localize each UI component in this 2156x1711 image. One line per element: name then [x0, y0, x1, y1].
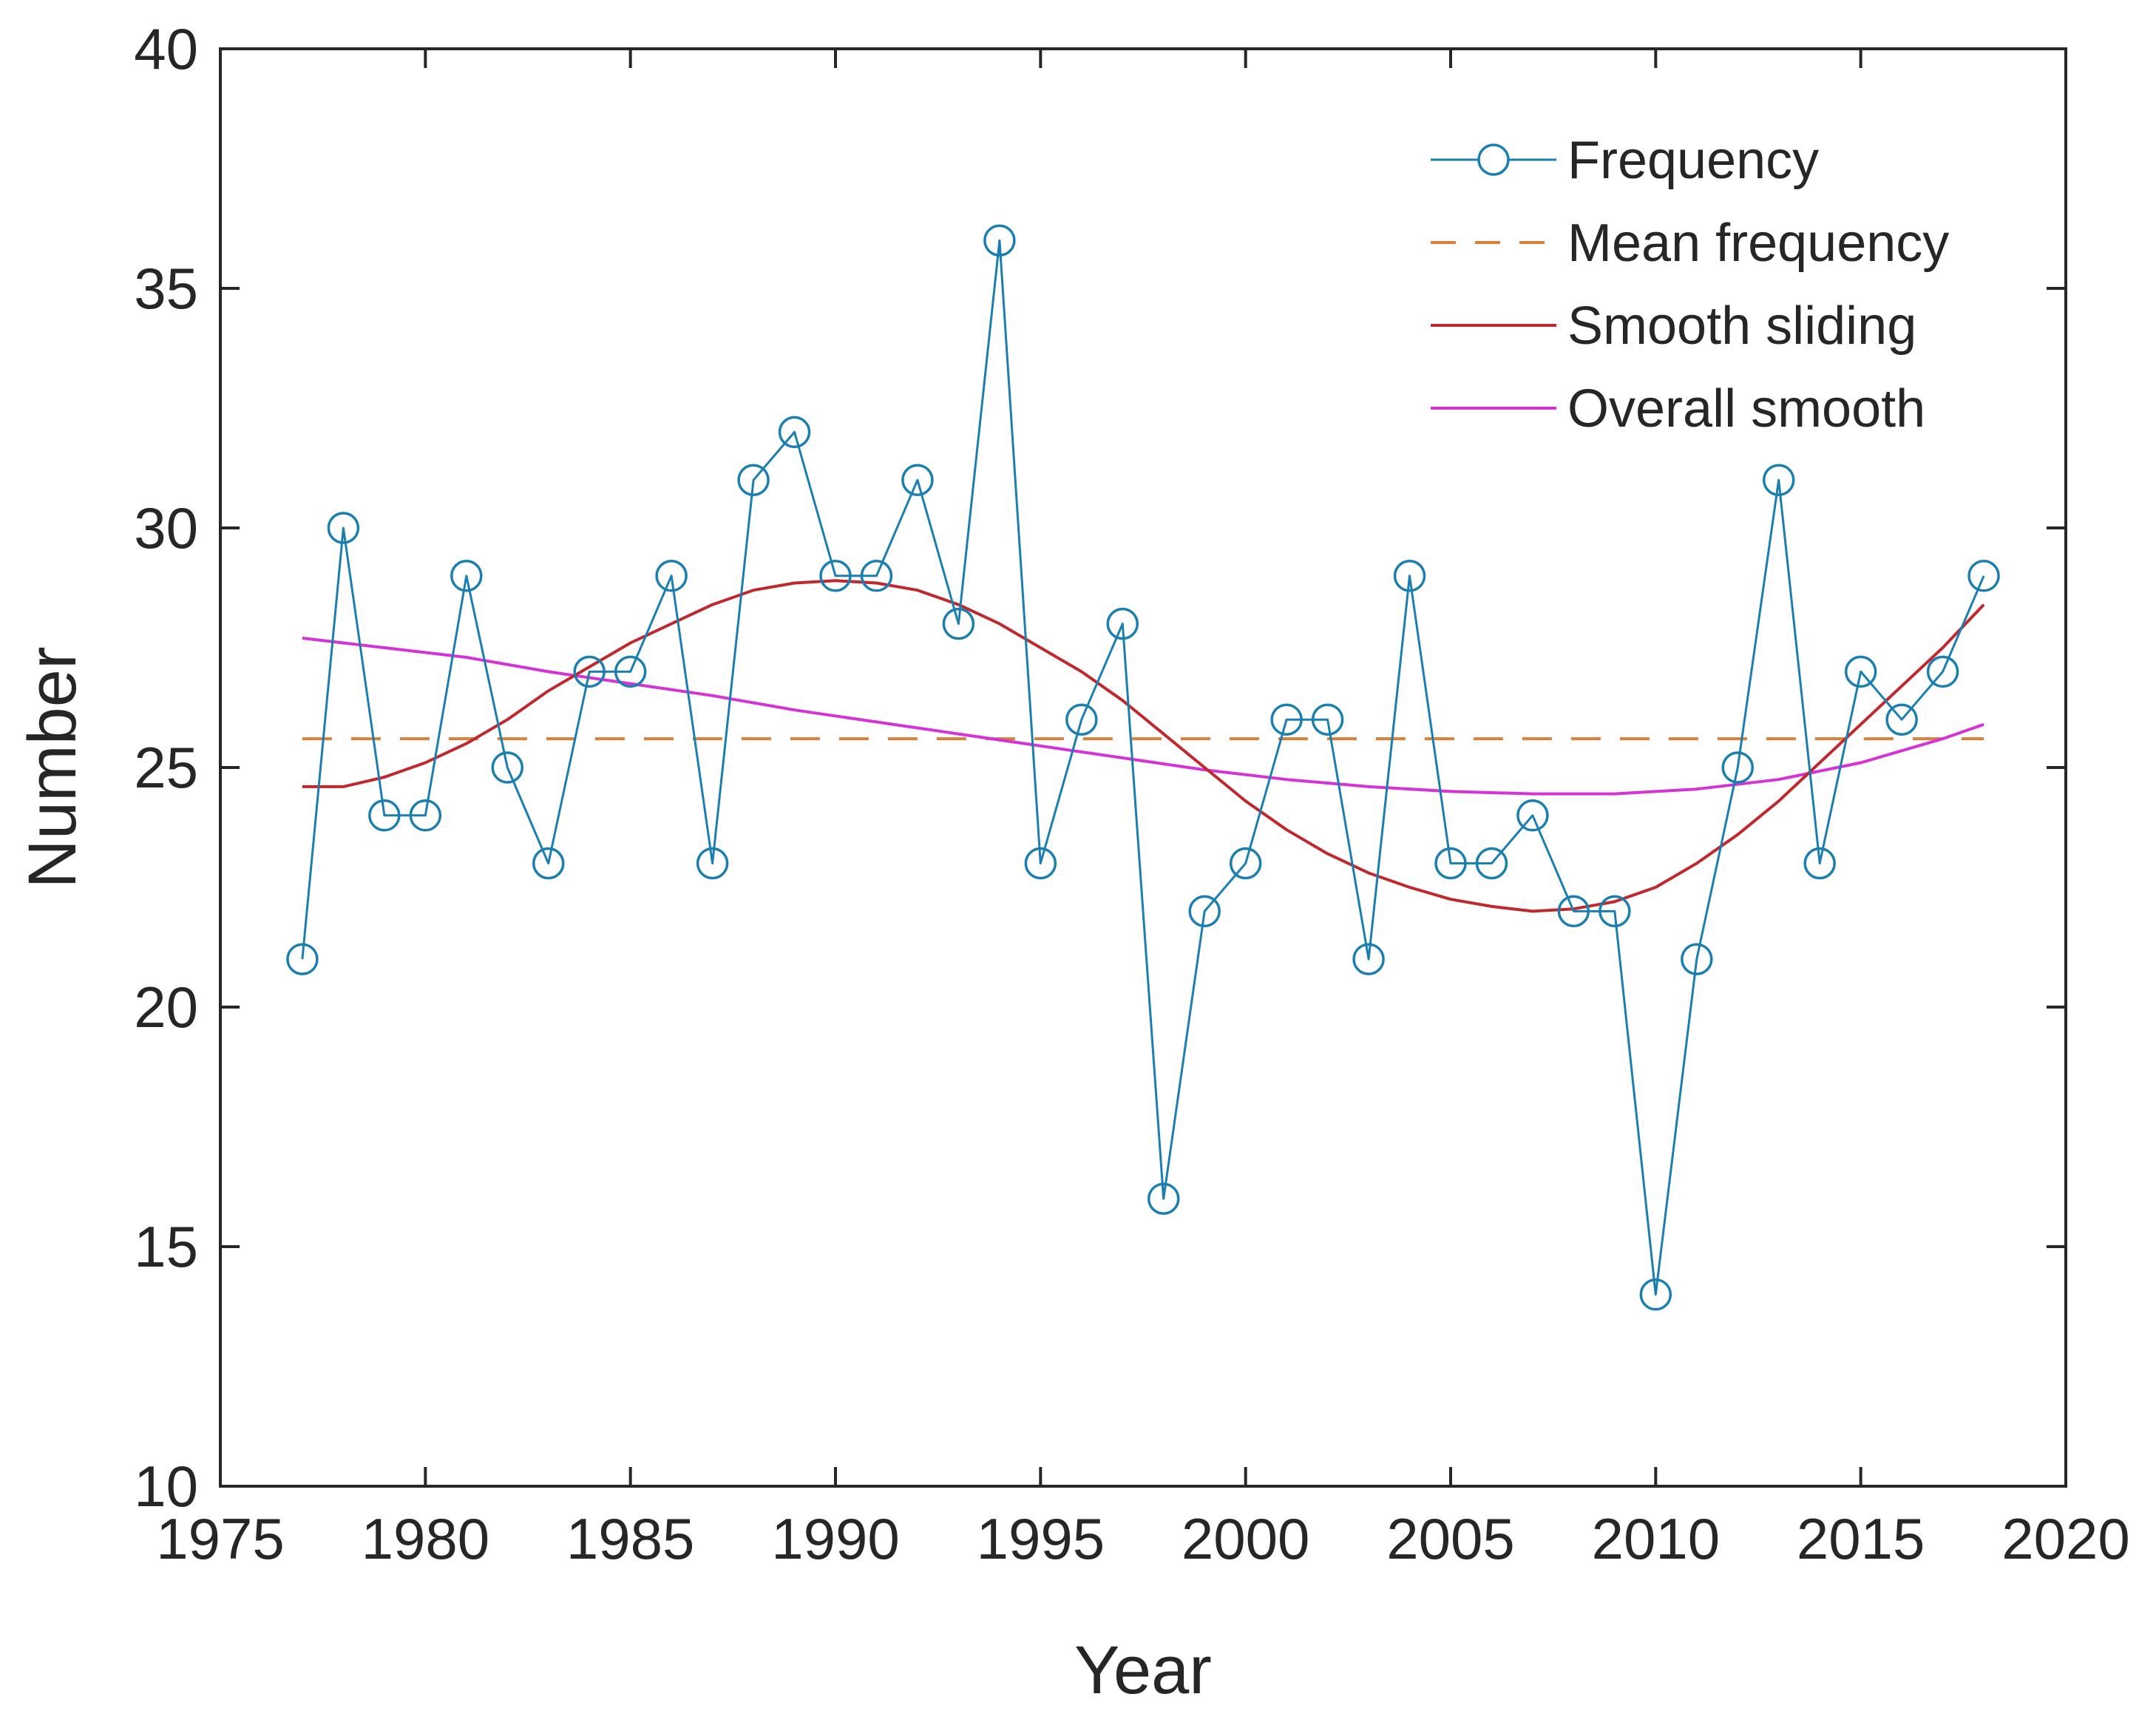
frequency-point — [1639, 1278, 1672, 1311]
y-tick-label: 30 — [134, 495, 198, 560]
frequency-point — [368, 799, 401, 832]
frequency-point — [1024, 847, 1057, 880]
x-tick-label: 1980 — [362, 1506, 490, 1571]
x-tick-label: 2015 — [1797, 1506, 1925, 1571]
frequency-point — [532, 847, 565, 880]
frequency-point — [1762, 464, 1795, 496]
frequency-point — [491, 751, 524, 784]
frequency-point — [860, 560, 893, 592]
x-tick-label: 2010 — [1592, 1506, 1721, 1571]
smooth-sliding-line — [302, 579, 1985, 913]
frequency-point — [1803, 847, 1836, 880]
frequency-point — [327, 512, 360, 544]
frequency-point — [1311, 703, 1344, 736]
y-tick-label: 15 — [134, 1214, 198, 1279]
x-tick-label: 2020 — [2001, 1506, 2130, 1571]
x-axis-title: Year — [1074, 1633, 1212, 1708]
legend: Frequency Mean frequency Smooth sliding Ove… — [1431, 131, 1949, 438]
frequency-point — [1229, 847, 1262, 880]
frequency-point — [1681, 943, 1713, 975]
frequency-point — [1188, 895, 1221, 928]
frequency-point — [1393, 560, 1426, 592]
legend-label-frequency: Frequency — [1567, 131, 1819, 190]
y-tick-label: 40 — [134, 16, 198, 81]
frequency-point — [1885, 703, 1918, 736]
frequency-point — [1147, 1182, 1180, 1215]
overall-smooth-line — [302, 637, 1984, 796]
y-tick-label: 35 — [134, 256, 198, 321]
frequency-point — [1106, 607, 1139, 640]
frequency-point — [286, 943, 319, 975]
frequency-point — [655, 560, 688, 592]
frequency-point — [614, 655, 647, 688]
frequency-point — [1434, 847, 1467, 880]
frequency-point — [819, 560, 852, 592]
legend-label-smooth-sliding: Smooth sliding — [1567, 297, 1916, 356]
frequency-point — [1926, 655, 1959, 688]
frequency-point — [409, 799, 442, 832]
y-tick-label: 25 — [134, 735, 198, 800]
frequency-point — [696, 847, 729, 880]
frequency-point — [1599, 895, 1631, 928]
frequency-point — [737, 464, 770, 496]
x-tick-label: 1990 — [771, 1506, 900, 1571]
frequency-point — [1557, 895, 1590, 928]
legend-label-mean-frequency: Mean frequency — [1567, 214, 1949, 273]
x-tick-label: 2005 — [1386, 1506, 1515, 1571]
frequency-point — [1065, 703, 1098, 736]
series-layer — [286, 224, 2000, 1311]
y-axis-title: Number — [15, 646, 90, 888]
legend-marker-frequency — [1477, 143, 1510, 176]
x-tick-label: 1975 — [156, 1506, 285, 1571]
frequency-point — [1721, 751, 1755, 784]
frequency-point — [1270, 703, 1303, 736]
legend-label-overall-smooth: Overall smooth — [1567, 379, 1925, 438]
frequency-point — [1352, 943, 1385, 975]
frequency-point — [983, 224, 1016, 257]
frequency-point — [450, 560, 483, 592]
x-tick-label: 2000 — [1182, 1506, 1310, 1571]
axis-ticks: 1975 1980 1985 1990 1995 2000 2005 2010 2015 2020… — [134, 16, 2130, 1571]
frequency-point — [1475, 847, 1508, 880]
frequency-point — [901, 464, 934, 496]
x-tick-label: 1995 — [977, 1506, 1105, 1571]
y-tick-label: 10 — [134, 1454, 198, 1519]
frequency-point — [1516, 799, 1549, 832]
frequency-point — [573, 655, 606, 688]
frequency-point — [1844, 655, 1877, 688]
frequency-point — [778, 416, 811, 449]
frequency-line — [301, 239, 1985, 1296]
y-tick-label: 20 — [134, 975, 198, 1040]
frequency-point — [1967, 560, 2000, 592]
frequency-point — [942, 607, 975, 640]
x-tick-label: 1985 — [566, 1506, 695, 1571]
